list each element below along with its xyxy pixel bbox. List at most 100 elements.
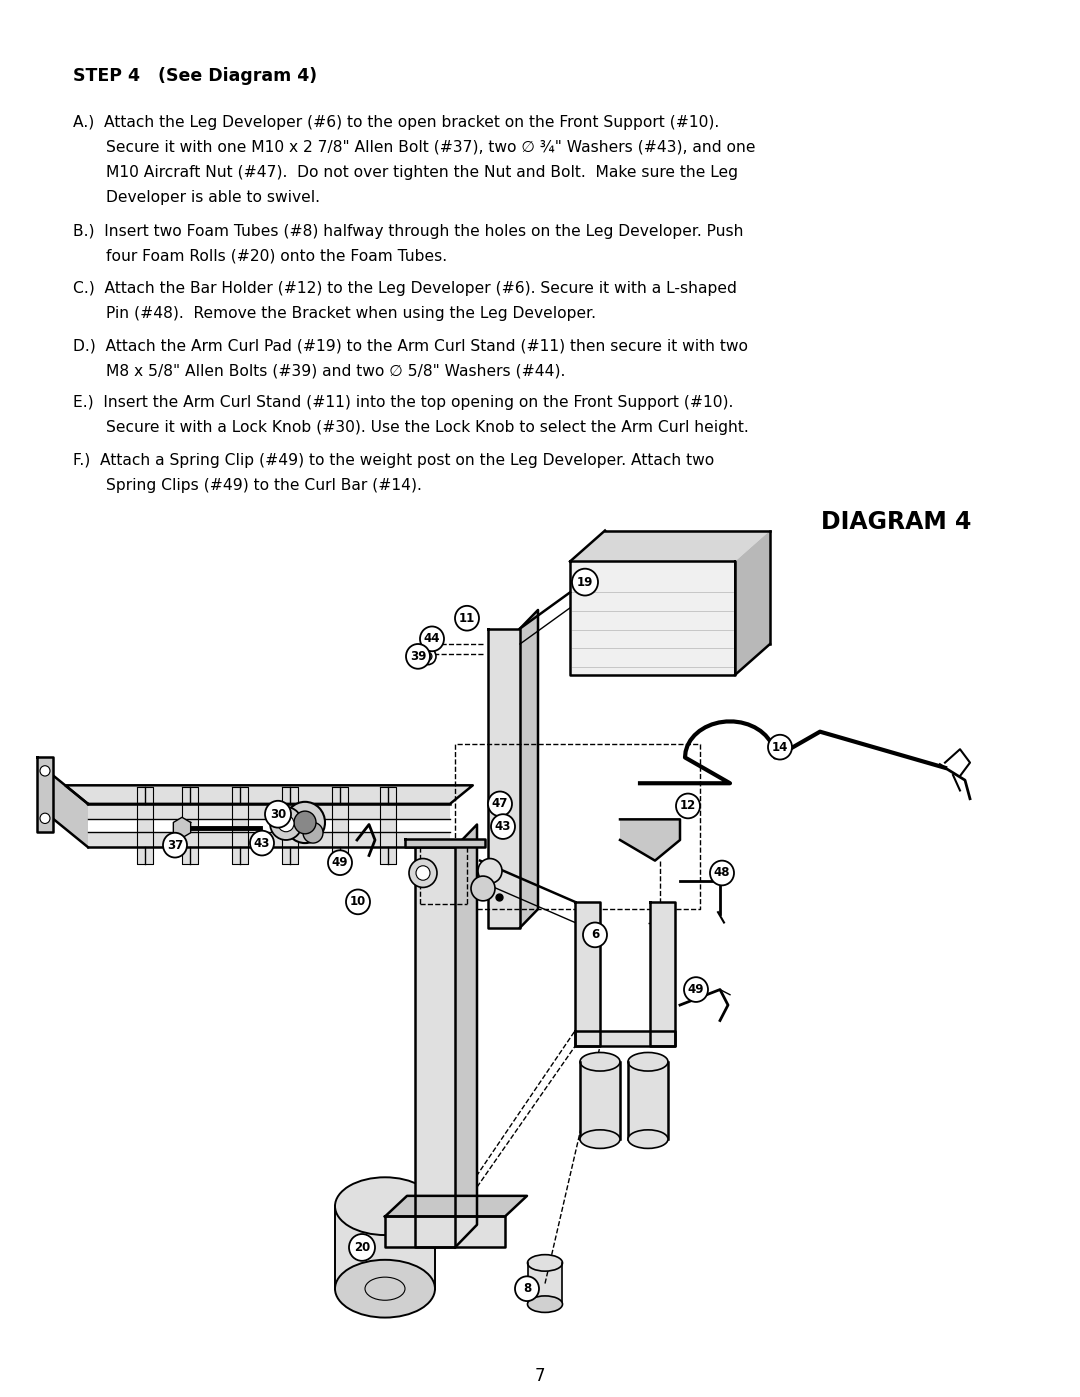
Text: 49: 49 <box>332 856 348 869</box>
Polygon shape <box>575 902 600 1046</box>
Polygon shape <box>580 1062 620 1139</box>
Circle shape <box>163 833 187 858</box>
Ellipse shape <box>335 1260 435 1317</box>
Text: 19: 19 <box>577 576 593 588</box>
Polygon shape <box>735 531 770 675</box>
Polygon shape <box>650 902 675 1046</box>
Polygon shape <box>455 824 477 1248</box>
Polygon shape <box>87 803 450 820</box>
Text: Developer is able to swivel.: Developer is able to swivel. <box>106 190 320 205</box>
Text: Spring Clips (#49) to the Curl Bar (#14).: Spring Clips (#49) to the Curl Bar (#14)… <box>106 478 421 493</box>
Ellipse shape <box>580 1130 620 1148</box>
Circle shape <box>270 807 302 840</box>
Circle shape <box>40 766 50 777</box>
Circle shape <box>491 814 515 840</box>
Polygon shape <box>488 629 519 928</box>
Text: 44: 44 <box>423 633 441 645</box>
Circle shape <box>455 606 480 630</box>
Text: Secure it with a Lock Knob (#30). Use the Lock Knob to select the Arm Curl heigh: Secure it with a Lock Knob (#30). Use th… <box>106 420 748 436</box>
Ellipse shape <box>527 1255 563 1271</box>
Circle shape <box>488 792 512 816</box>
Text: 49: 49 <box>688 983 704 996</box>
Circle shape <box>424 652 432 661</box>
Polygon shape <box>335 1206 435 1288</box>
Polygon shape <box>570 562 735 675</box>
Circle shape <box>422 636 438 652</box>
Polygon shape <box>332 788 348 863</box>
Circle shape <box>471 876 495 901</box>
Text: 43: 43 <box>254 837 270 849</box>
Ellipse shape <box>335 1178 435 1235</box>
Text: C.)  Attach the Bar Holder (#12) to the Leg Developer (#6). Secure it with a L-s: C.) Attach the Bar Holder (#12) to the L… <box>73 281 738 296</box>
Circle shape <box>349 1234 375 1261</box>
Circle shape <box>409 859 437 887</box>
Ellipse shape <box>527 1296 563 1312</box>
Polygon shape <box>282 788 298 863</box>
Circle shape <box>294 812 316 834</box>
Circle shape <box>303 823 323 842</box>
Polygon shape <box>384 1217 505 1248</box>
Polygon shape <box>50 773 87 847</box>
Text: 7: 7 <box>535 1368 545 1384</box>
Ellipse shape <box>627 1130 669 1148</box>
Text: 47: 47 <box>491 798 509 810</box>
Circle shape <box>420 626 444 651</box>
Text: 39: 39 <box>409 650 427 664</box>
Polygon shape <box>87 831 450 847</box>
Text: four Foam Rolls (#20) onto the Foam Tubes.: four Foam Rolls (#20) onto the Foam Tube… <box>106 249 447 264</box>
Polygon shape <box>575 1031 675 1046</box>
Polygon shape <box>37 757 53 831</box>
Circle shape <box>768 735 792 760</box>
Circle shape <box>710 861 734 886</box>
Polygon shape <box>570 531 770 562</box>
Text: F.)  Attach a Spring Clip (#49) to the weight post on the Leg Developer. Attach : F.) Attach a Spring Clip (#49) to the we… <box>73 453 715 468</box>
Text: Secure it with one M10 x 2 7/8" Allen Bolt (#37), two ∅ ¾" Washers (#43), and on: Secure it with one M10 x 2 7/8" Allen Bo… <box>106 140 755 155</box>
Polygon shape <box>232 788 248 863</box>
Circle shape <box>40 813 50 823</box>
Polygon shape <box>137 788 153 863</box>
Circle shape <box>515 1277 539 1301</box>
Ellipse shape <box>580 1052 620 1071</box>
Text: 6: 6 <box>591 929 599 942</box>
Text: 12: 12 <box>680 799 697 813</box>
Circle shape <box>572 569 598 595</box>
Polygon shape <box>384 1196 527 1217</box>
Text: A.)  Attach the Leg Developer (#6) to the open bracket on the Front Support (#10: A.) Attach the Leg Developer (#6) to the… <box>73 115 719 130</box>
Circle shape <box>265 800 291 827</box>
Circle shape <box>346 890 370 914</box>
Text: STEP 4   (See Diagram 4): STEP 4 (See Diagram 4) <box>73 67 318 85</box>
Text: E.)  Insert the Arm Curl Stand (#11) into the top opening on the Front Support (: E.) Insert the Arm Curl Stand (#11) into… <box>73 395 733 411</box>
Polygon shape <box>183 788 198 863</box>
Circle shape <box>249 831 274 855</box>
Ellipse shape <box>627 1052 669 1071</box>
Text: 10: 10 <box>350 895 366 908</box>
Circle shape <box>278 816 294 831</box>
Text: DIAGRAM 4: DIAGRAM 4 <box>821 510 972 534</box>
Circle shape <box>285 802 325 842</box>
Text: B.)  Insert two Foam Tubes (#8) halfway through the holes on the Leg Developer. : B.) Insert two Foam Tubes (#8) halfway t… <box>73 224 744 239</box>
Polygon shape <box>519 610 538 928</box>
Circle shape <box>426 640 434 648</box>
Polygon shape <box>620 820 680 861</box>
Polygon shape <box>405 840 485 847</box>
Polygon shape <box>173 817 191 838</box>
Text: D.)  Attach the Arm Curl Pad (#19) to the Arm Curl Stand (#11) then secure it wi: D.) Attach the Arm Curl Pad (#19) to the… <box>73 338 748 353</box>
Text: 8: 8 <box>523 1282 531 1295</box>
Circle shape <box>416 866 430 880</box>
Circle shape <box>583 922 607 947</box>
Circle shape <box>406 644 430 669</box>
Polygon shape <box>415 847 455 1248</box>
Text: 48: 48 <box>714 866 730 880</box>
Circle shape <box>478 859 502 883</box>
Polygon shape <box>528 1263 562 1305</box>
Text: 43: 43 <box>495 820 511 833</box>
Text: 14: 14 <box>772 740 788 753</box>
Text: M10 Aircraft Nut (#47).  Do not over tighten the Nut and Bolt.  Make sure the Le: M10 Aircraft Nut (#47). Do not over tigh… <box>106 165 738 180</box>
Polygon shape <box>65 785 473 803</box>
Text: 11: 11 <box>459 612 475 624</box>
Text: 37: 37 <box>167 838 184 852</box>
Polygon shape <box>627 1062 669 1139</box>
Circle shape <box>328 851 352 875</box>
Circle shape <box>420 648 436 665</box>
Circle shape <box>684 977 708 1002</box>
